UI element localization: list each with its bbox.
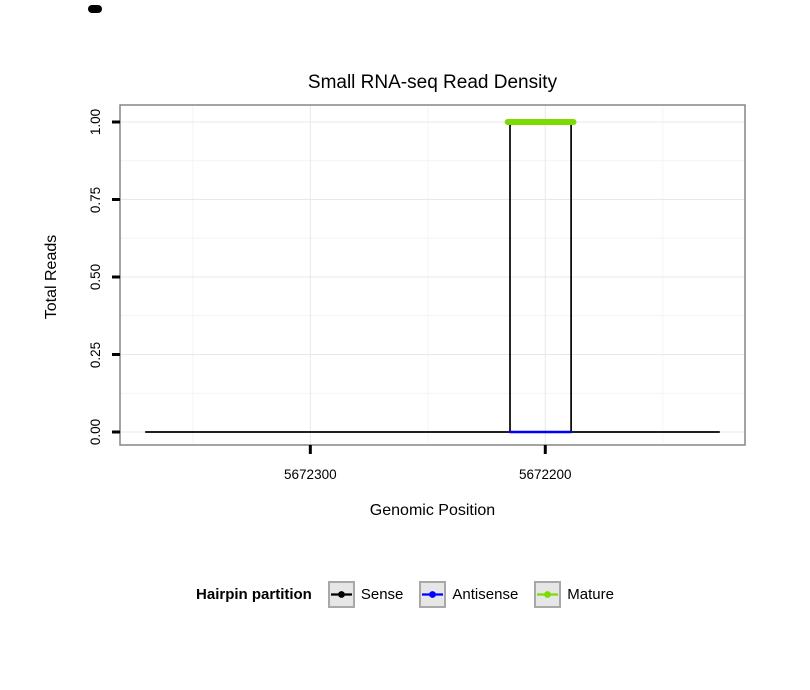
legend-entry-antisense: Antisense — [419, 581, 518, 608]
legend-glyph-antisense-icon — [422, 591, 444, 598]
legend-label-mature: Mature — [567, 586, 614, 603]
y-tick-label: 0.25 — [88, 341, 103, 368]
y-tick-label: 0.50 — [88, 263, 103, 291]
y-tick-label: 1.00 — [88, 108, 103, 136]
legend-entries: Sense Antisense Mature — [327, 581, 614, 608]
legend-title: Hairpin partition — [196, 586, 312, 603]
y-tick-label: 0.75 — [88, 186, 103, 213]
legend-glyph-mature-icon — [537, 591, 559, 598]
legend-glyph-sense-icon — [330, 591, 352, 598]
legend-key-mature-icon — [534, 581, 562, 608]
x-axis-label: Genomic Position — [369, 502, 496, 519]
legend: Hairpin partition Sense Antisense Mature — [0, 581, 810, 608]
stray-mark — [88, 5, 102, 13]
legend-key-sense-icon — [327, 581, 355, 608]
legend-label-antisense: Antisense — [452, 586, 519, 603]
y-tick-label: 0.00 — [88, 418, 103, 446]
legend-entry-sense: Sense — [327, 581, 404, 608]
chart-title: Small RNA-seq Read Density — [307, 72, 558, 93]
legend-key-antisense-icon — [419, 581, 447, 608]
x-tick-label: 5672200 — [519, 467, 572, 482]
panel-border — [119, 104, 746, 446]
legend-label-sense: Sense — [360, 586, 404, 603]
legend-entry-mature: Mature — [534, 581, 614, 608]
panel-background — [120, 105, 745, 445]
x-tick-label: 5672300 — [284, 467, 337, 482]
